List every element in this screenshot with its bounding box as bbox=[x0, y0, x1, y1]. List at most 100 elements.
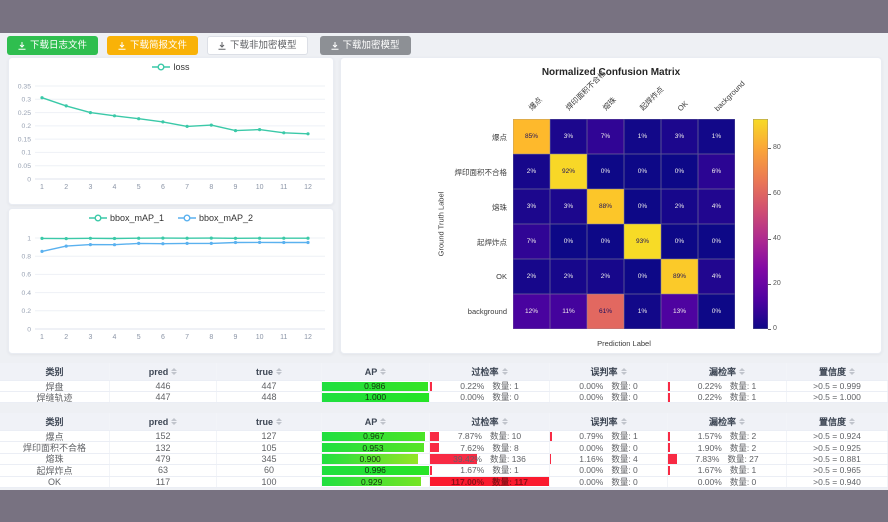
rate-text: 0.00% 数量: 0 bbox=[550, 477, 667, 487]
confidence-value: >0.5 = 1.000 bbox=[787, 392, 888, 402]
confidence-value: >0.5 = 0.925 bbox=[787, 442, 888, 453]
sort-caret-icon[interactable] bbox=[739, 368, 745, 375]
colorbar-tick-label: 20 bbox=[773, 279, 781, 287]
rate-value: 1.16% bbox=[579, 453, 604, 464]
rate-value: 7.83% bbox=[695, 453, 720, 464]
matrix-cell: 88% bbox=[587, 189, 624, 224]
download-report-button[interactable]: 下载简报文件 bbox=[107, 36, 199, 55]
true-value: 105 bbox=[217, 442, 322, 453]
sort-caret-icon[interactable] bbox=[171, 418, 178, 425]
legend-item-loss[interactable]: loss bbox=[152, 62, 190, 72]
rate-count: 数量: 0 bbox=[611, 442, 638, 453]
sort-caret-icon[interactable] bbox=[276, 368, 282, 375]
rate-value: 0.00% bbox=[579, 392, 604, 402]
colorbar-tick-label: 40 bbox=[773, 234, 781, 242]
confidence-value: >0.5 = 0.965 bbox=[787, 465, 888, 476]
rate-count: 数量: 1 bbox=[492, 465, 519, 476]
ap-cell: 0.929 bbox=[322, 476, 430, 487]
rate-count: 数量: 1 bbox=[729, 392, 757, 402]
rate-bar bbox=[668, 465, 670, 476]
rate-value: 39.42% bbox=[453, 453, 482, 464]
download-unencrypted-model-button[interactable]: 下载非加密模型 bbox=[207, 36, 308, 55]
rate-text: 0.22% 数量: 1 bbox=[430, 381, 549, 391]
svg-text:0.2: 0.2 bbox=[22, 308, 32, 315]
button-label: 下载简报文件 bbox=[130, 39, 188, 51]
sort-caret-icon[interactable] bbox=[501, 418, 508, 425]
svg-text:8: 8 bbox=[209, 184, 213, 191]
sort-caret-icon[interactable] bbox=[620, 368, 627, 375]
svg-text:0.1: 0.1 bbox=[22, 150, 32, 157]
column-header-误判率[interactable]: 误判率 bbox=[550, 363, 668, 380]
matrix-cell: 0% bbox=[624, 189, 661, 224]
sort-caret-icon[interactable] bbox=[380, 418, 387, 425]
svg-text:0: 0 bbox=[27, 176, 31, 183]
column-header-置信度[interactable]: 置信度 bbox=[787, 363, 888, 380]
sort-caret-icon[interactable] bbox=[620, 418, 627, 425]
table-gap bbox=[0, 403, 888, 413]
column-header-过检率[interactable]: 过检率 bbox=[430, 413, 550, 430]
download-icon bbox=[18, 41, 26, 50]
colorbar-tick bbox=[768, 193, 771, 195]
rate-count: 数量: 8 bbox=[492, 442, 519, 453]
sort-caret-icon[interactable] bbox=[171, 368, 178, 375]
column-header-漏检率[interactable]: 漏检率 bbox=[668, 413, 787, 430]
download-log-button[interactable]: 下载日志文件 bbox=[7, 36, 99, 55]
matrix-cell: 0% bbox=[624, 154, 661, 189]
matrix-cell: 2% bbox=[550, 259, 587, 294]
svg-text:12: 12 bbox=[304, 334, 312, 341]
column-header-label: 漏检率 bbox=[708, 417, 736, 427]
download-encrypted-model-button[interactable]: 下载加密模型 bbox=[319, 36, 411, 55]
column-header-label: 漏检率 bbox=[708, 367, 736, 377]
column-header-true[interactable]: true bbox=[217, 363, 322, 380]
column-header-误判率[interactable]: 误判率 bbox=[550, 413, 668, 430]
table-row: 焊缝轨迹 447 448 1.000 0.00% 数量: 0 0.00% 数量: 0 0.22%… bbox=[0, 392, 888, 403]
column-header-pred[interactable]: pred bbox=[110, 413, 217, 430]
svg-text:0.15: 0.15 bbox=[18, 136, 31, 143]
column-header-过检率[interactable]: 过检率 bbox=[430, 363, 550, 380]
svg-text:0.05: 0.05 bbox=[18, 163, 31, 170]
rate-text: 1.16% 数量: 4 bbox=[550, 454, 667, 464]
rate-bar bbox=[550, 431, 552, 441]
rate-cell: 39.42% 数量: 136 bbox=[430, 453, 550, 465]
column-header-漏检率[interactable]: 漏检率 bbox=[668, 363, 787, 380]
rate-text: 0.79% 数量: 1 bbox=[550, 431, 667, 441]
rate-value: 1.67% bbox=[697, 465, 722, 476]
matrix-cell: 12% bbox=[513, 294, 550, 329]
matrix-column-label: 熔珠 bbox=[600, 95, 618, 113]
ap-bar: 0.900 bbox=[322, 454, 419, 464]
column-header-置信度[interactable]: 置信度 bbox=[787, 413, 888, 430]
rate-bar bbox=[430, 477, 549, 487]
sort-caret-icon[interactable] bbox=[849, 368, 855, 375]
sort-caret-icon[interactable] bbox=[380, 368, 387, 375]
column-header-AP[interactable]: AP bbox=[322, 363, 430, 380]
sort-caret-icon[interactable] bbox=[276, 418, 282, 425]
rate-text: 0.00% 数量: 0 bbox=[550, 392, 667, 402]
svg-text:2: 2 bbox=[64, 184, 68, 191]
column-header-AP[interactable]: AP bbox=[322, 413, 430, 430]
true-value: 100 bbox=[217, 476, 322, 487]
legend-item-bbox_mAP_2[interactable]: bbox_mAP_2 bbox=[178, 213, 253, 223]
rate-text: 1.57% 数量: 2 bbox=[668, 431, 786, 441]
class-label: 焊缝轨迹 bbox=[0, 392, 110, 402]
rate-value: 7.87% bbox=[457, 431, 482, 442]
column-header-label: AP bbox=[364, 366, 378, 377]
rate-bar bbox=[668, 431, 670, 441]
loss-chart-card: loss 0 0.05 0.1 0.15 0.2 0.25 0.3 0.35 1 2 3 4 5 6 7 8 9 1… bbox=[8, 57, 334, 205]
rate-cell: 0.00% 数量: 0 bbox=[550, 476, 668, 487]
rate-bar bbox=[668, 392, 670, 402]
column-header-true[interactable]: true bbox=[217, 413, 322, 430]
column-header-label: true bbox=[255, 416, 273, 427]
rate-count: 数量: 117 bbox=[492, 476, 528, 487]
rate-cell: 1.67% 数量: 1 bbox=[430, 465, 550, 476]
matrix-column-label: 起焊炸点 bbox=[637, 84, 666, 113]
sort-caret-icon[interactable] bbox=[849, 418, 855, 425]
column-header-pred[interactable]: pred bbox=[110, 363, 217, 380]
legend-item-bbox_mAP_1[interactable]: bbox_mAP_1 bbox=[88, 213, 164, 223]
legend-label: loss bbox=[173, 62, 190, 72]
sort-caret-icon[interactable] bbox=[739, 418, 745, 425]
ap-bar: 0.929 bbox=[322, 477, 422, 487]
rate-cell: 1.16% 数量: 4 bbox=[550, 453, 668, 465]
sort-caret-icon[interactable] bbox=[501, 368, 508, 375]
rate-count: 数量: 0 bbox=[492, 392, 519, 402]
matrix-cell: 3% bbox=[550, 189, 587, 224]
